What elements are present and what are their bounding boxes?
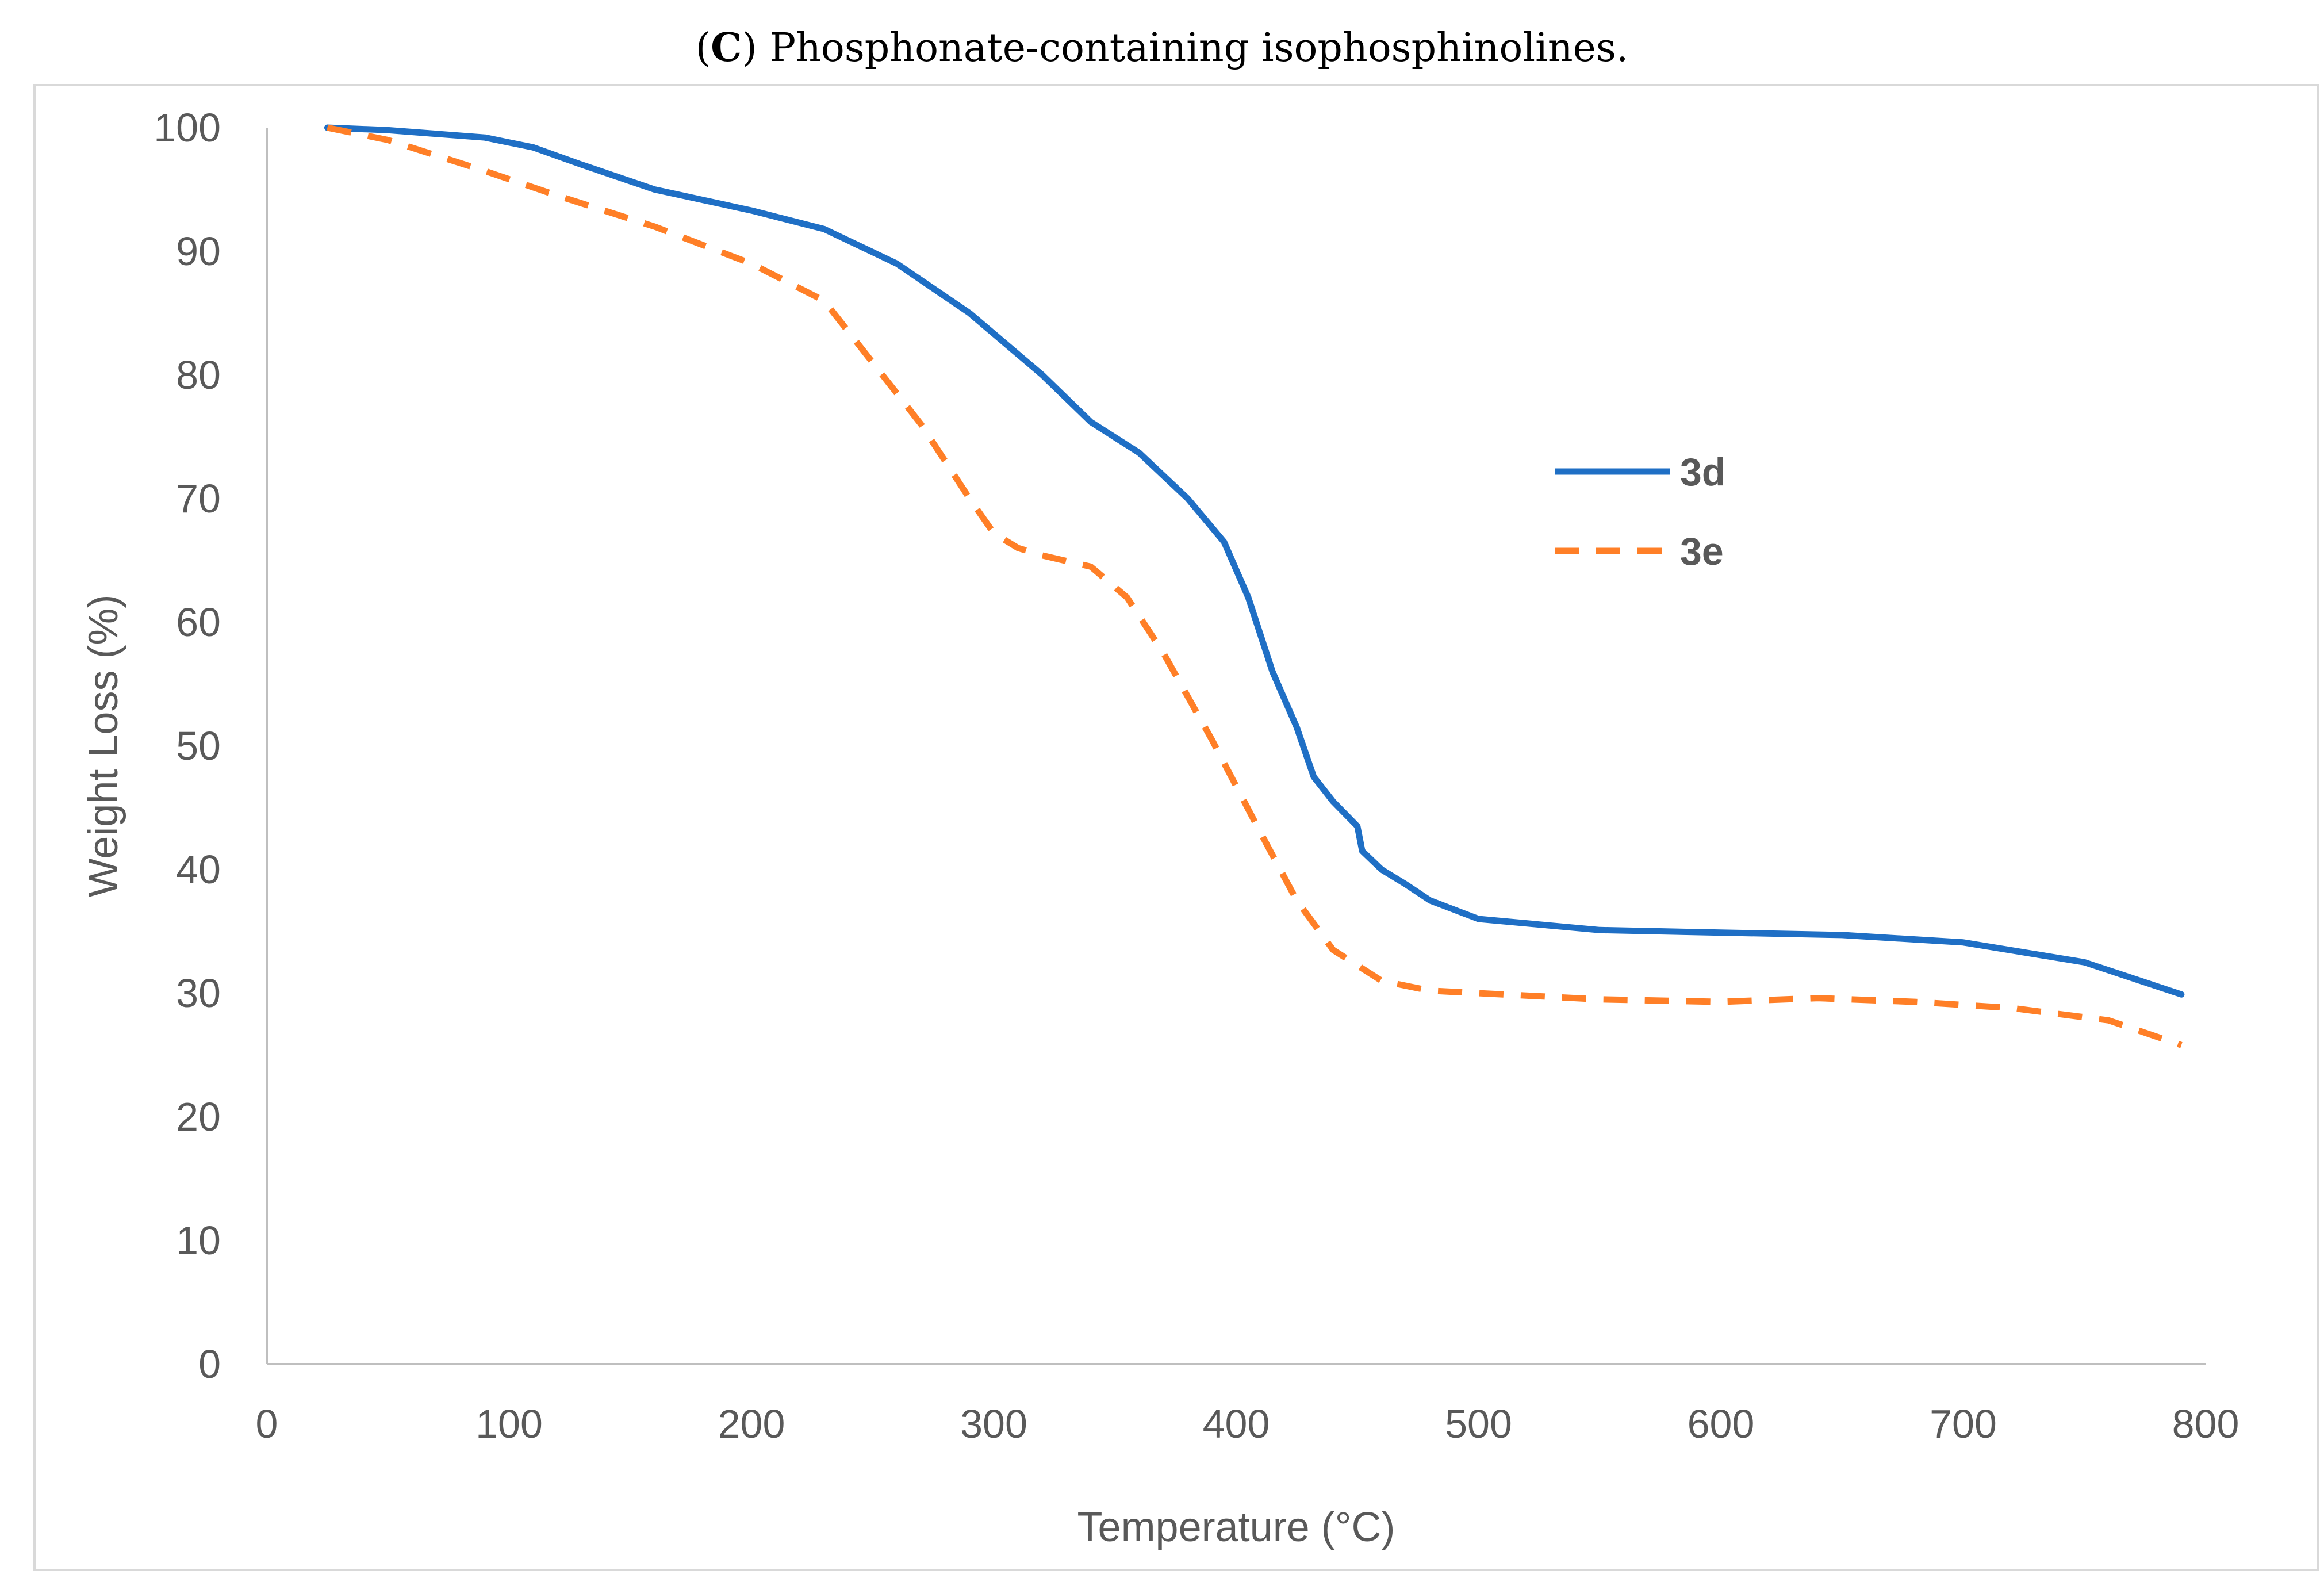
tga-line-chart: 0 100 200 300 400 500 600 700 800 0 10 20 30 40 50 60 70… (80, 105, 2239, 1550)
legend-label-3d: 3d (1680, 450, 1725, 494)
y-tick-label: 80 (176, 353, 221, 397)
legend-label-3e: 3e (1680, 530, 1724, 573)
x-tick-label: 400 (1203, 1401, 1270, 1446)
figure-caption: (C) Phosphonate-containing isophosphinol… (0, 16, 2324, 80)
axes (266, 128, 2206, 1365)
y-tick-label: 20 (176, 1094, 221, 1139)
series-lines (324, 124, 2185, 1048)
x-tick-label: 800 (2172, 1401, 2239, 1446)
x-tick-label: 200 (718, 1401, 785, 1446)
y-tick-label: 40 (176, 847, 221, 892)
x-tick-label: 500 (1445, 1401, 1512, 1446)
x-tick-label: 0 (256, 1401, 278, 1446)
y-tick-label: 30 (176, 971, 221, 1016)
y-axis-title: Weight Loss (%) (80, 595, 126, 898)
chart-area: 0 100 200 300 400 500 600 700 800 0 10 20 30 40 50 60 70… (33, 84, 2319, 1571)
y-tick-label: 100 (154, 105, 221, 150)
x-tick-label: 700 (1930, 1401, 1997, 1446)
legend: 3d 3e (1555, 450, 1725, 573)
y-tick-label: 60 (176, 600, 221, 645)
y-tick-label: 70 (176, 476, 221, 521)
y-tick-label: 0 (198, 1342, 221, 1387)
y-tick-label: 90 (176, 229, 221, 274)
caption-prefix: ( (695, 25, 711, 71)
series-line-3d (324, 124, 2185, 998)
series-line-3e (327, 124, 2183, 1048)
tick-labels: 0 100 200 300 400 500 600 700 800 0 10 20 30 40 50 60 70… (154, 105, 2239, 1446)
x-tick-label: 300 (960, 1401, 1027, 1446)
x-tick-label: 600 (1688, 1401, 1755, 1446)
x-axis-title: Temperature (°C) (1077, 1504, 1395, 1550)
caption-letter: C (711, 25, 742, 71)
y-tick-label: 50 (176, 723, 221, 768)
y-tick-label: 10 (176, 1218, 221, 1263)
x-tick-label: 100 (475, 1401, 543, 1446)
axis-titles: Temperature (°C) Weight Loss (%) (80, 595, 1395, 1550)
caption-text: ) Phosphonate-containing isophosphinolin… (742, 25, 1629, 71)
